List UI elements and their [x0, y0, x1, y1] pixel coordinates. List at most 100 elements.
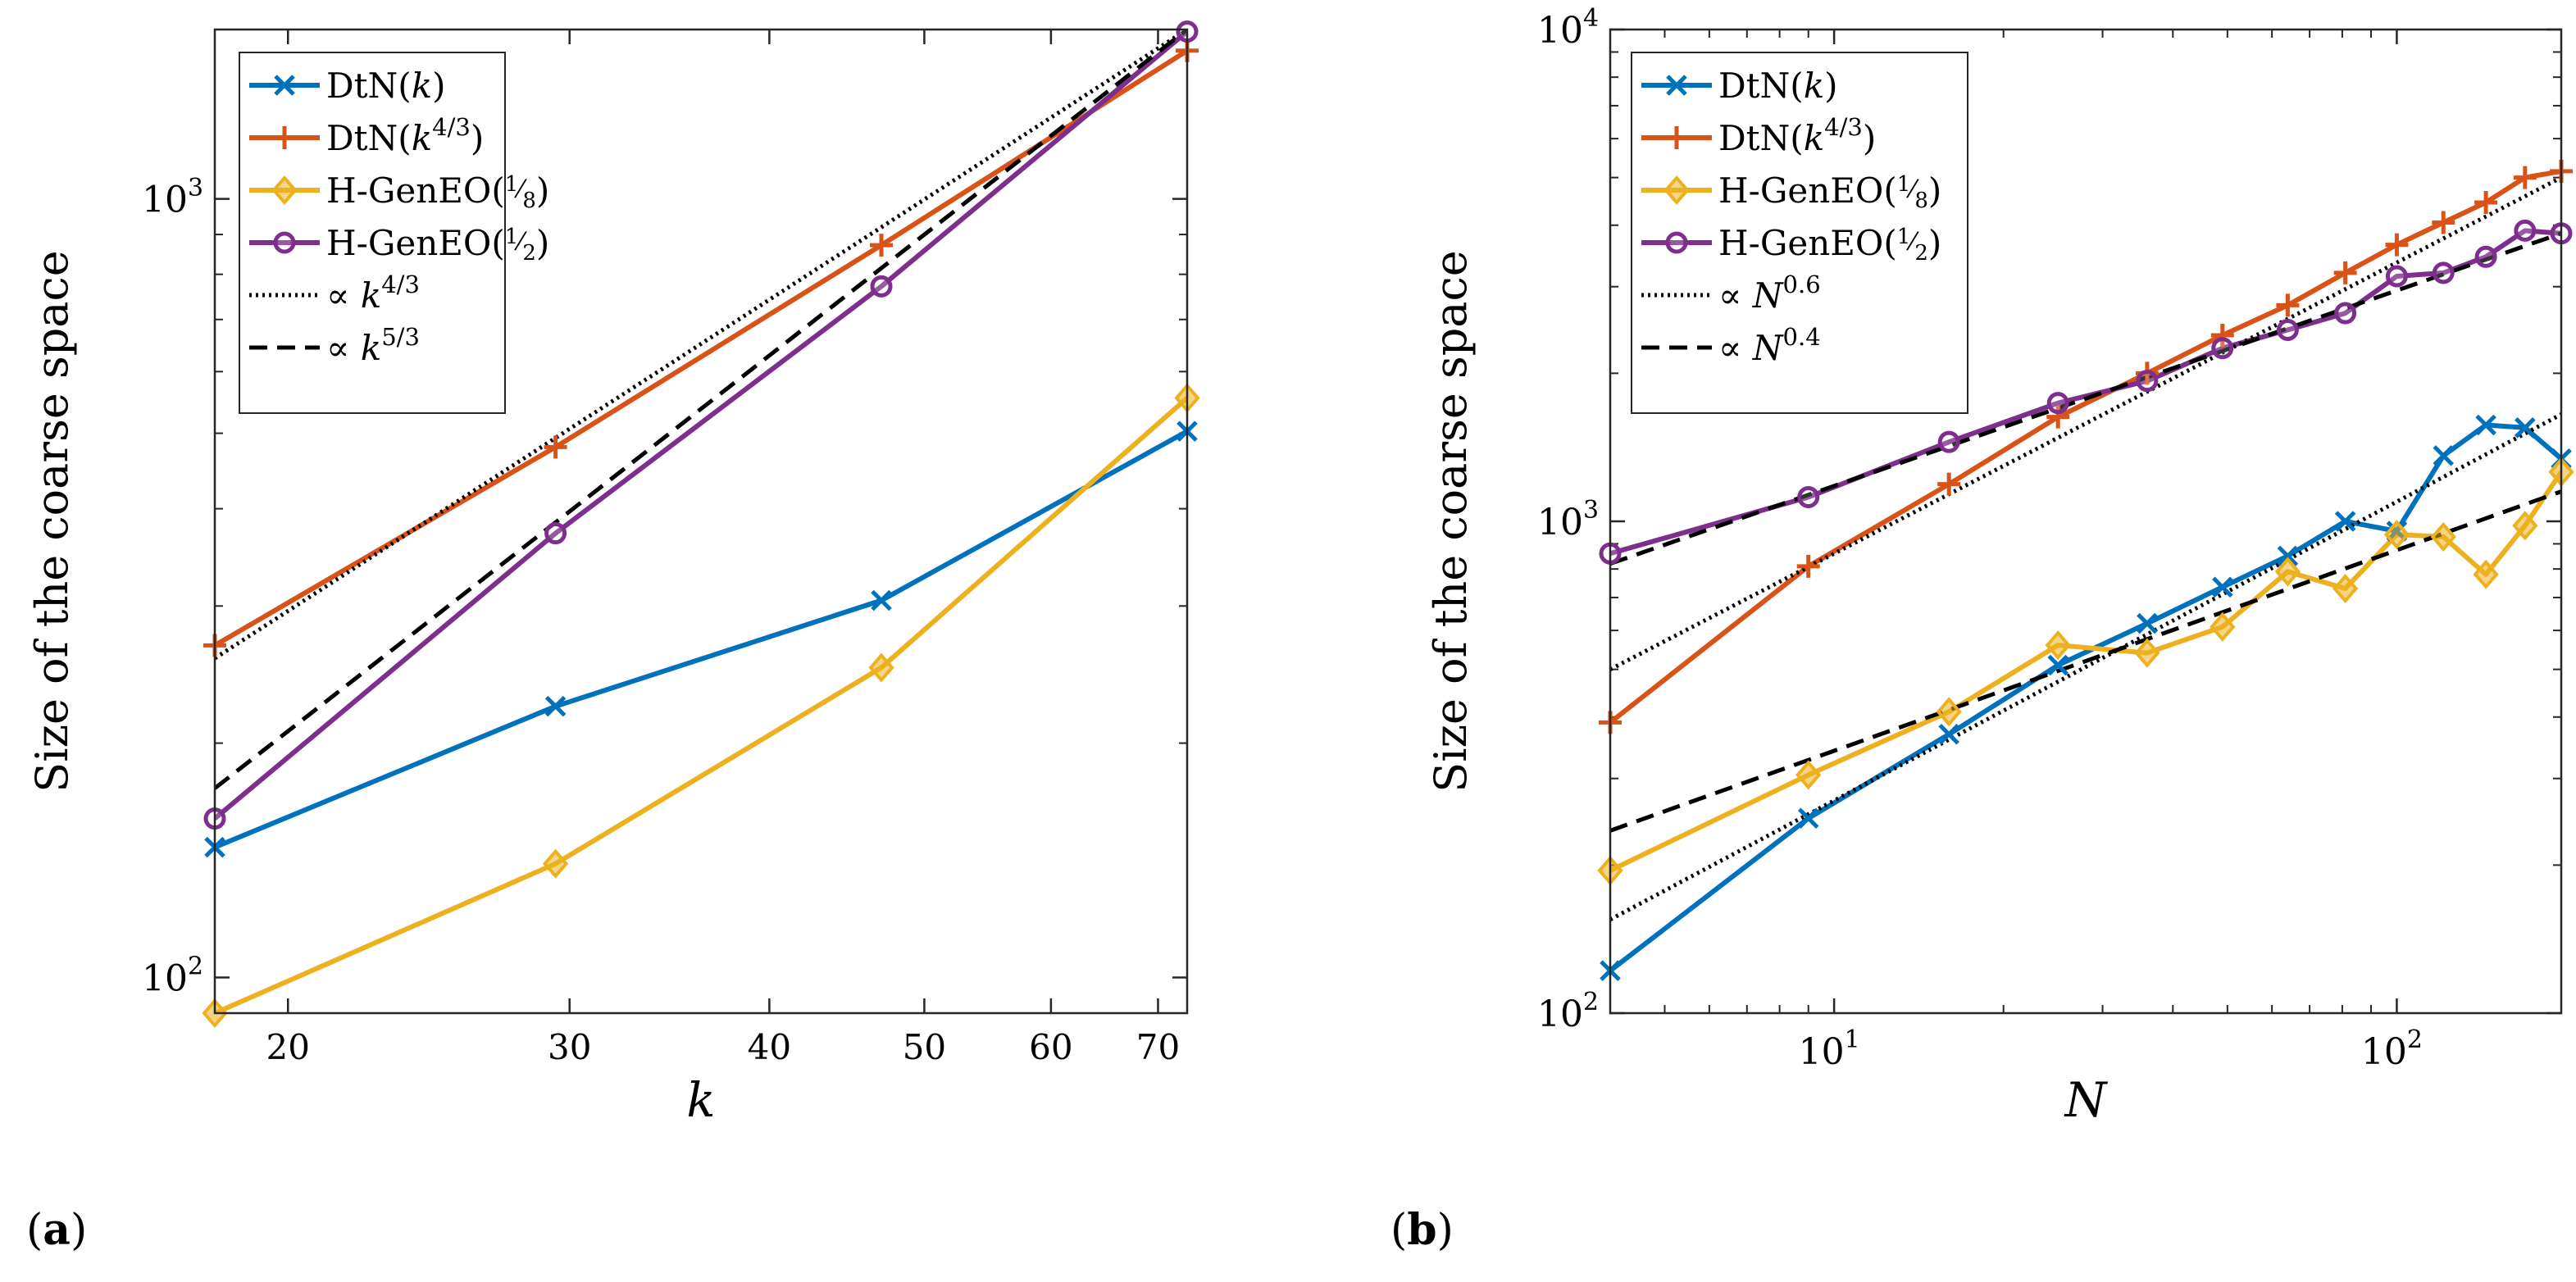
data-point — [870, 275, 893, 298]
x-tick-label: 30 — [548, 1027, 591, 1067]
data-point — [2432, 261, 2455, 284]
data-point — [2276, 293, 2300, 317]
panel-label-a: (a) — [26, 1205, 87, 1255]
data-point — [2210, 323, 2234, 347]
x-tick-label: 101 — [1799, 1025, 1860, 1073]
data-point — [2512, 511, 2538, 541]
y-tick-label: 104 — [1537, 4, 1599, 52]
legend-marker — [1666, 75, 1687, 96]
data-point — [2515, 417, 2536, 439]
data-point — [2334, 511, 2356, 532]
axes-box — [213, 28, 1189, 1015]
data-point — [2385, 233, 2409, 257]
legend-label: ∝ N0.6​ — [1718, 270, 1821, 316]
plot-area — [215, 30, 1187, 1013]
y-axis-label: Size of the coarse space — [1425, 250, 1477, 792]
legend-box — [1631, 52, 1968, 414]
series-line — [1610, 489, 2561, 833]
legend-marker — [273, 231, 296, 254]
y-axis-label: Size of the coarse space — [26, 250, 78, 792]
data-point — [2475, 414, 2496, 436]
data-point — [870, 234, 894, 257]
series-line — [1610, 231, 2561, 566]
data-point — [868, 652, 894, 683]
x-tick-label: 102 — [2361, 1025, 2423, 1073]
legend-marker — [274, 75, 295, 96]
panel-label-b: (b) — [1390, 1205, 1454, 1255]
x-tick-label: 50 — [903, 1027, 946, 1067]
data-point — [542, 848, 569, 879]
data-point — [544, 522, 567, 545]
data-point — [2513, 166, 2537, 189]
legend-marker — [1665, 126, 1688, 149]
legend-marker — [1665, 231, 1688, 254]
data-point — [2210, 611, 2236, 642]
data-point — [2514, 219, 2537, 242]
data-point — [2474, 245, 2497, 268]
data-point — [1937, 472, 1961, 496]
series-line — [215, 396, 1187, 1013]
legend-label: H-GenEO(1⁄8​) — [1718, 170, 1941, 213]
x-tick-label: 60 — [1029, 1027, 1072, 1067]
legend-label: H-GenEO(1⁄8​) — [326, 170, 549, 213]
data-point — [2433, 445, 2455, 466]
legend-marker — [271, 175, 298, 206]
data-point — [2137, 612, 2158, 634]
data-point — [1797, 807, 1819, 830]
data-point — [2277, 545, 2299, 567]
y-tick-label: 102 — [142, 952, 203, 1000]
legend-marker — [1663, 175, 1690, 206]
data-point — [2274, 557, 2301, 587]
legend-label: DtN(k4/3​) — [326, 113, 484, 158]
data-point — [2474, 190, 2498, 214]
data-point — [2430, 521, 2456, 552]
axes-box — [1609, 28, 2563, 1015]
data-point — [544, 695, 567, 717]
data-point — [1937, 430, 1960, 453]
y-tick-label: 102 — [1537, 988, 1599, 1035]
data-point — [2045, 630, 2071, 661]
major-ticks — [215, 30, 1187, 1013]
data-point — [2047, 654, 2069, 676]
legend-label: DtN(k) — [1718, 66, 1838, 106]
chart-panel-a: 102 103 20 30 40 50 60 70 k Size of the coarse sp… — [26, 20, 1200, 1128]
legend-label: DtN(k) — [326, 66, 446, 106]
data-point — [1797, 485, 1820, 508]
data-point — [2212, 576, 2233, 598]
data-point — [1796, 554, 1820, 578]
series-line — [215, 30, 1187, 790]
series-line — [1610, 175, 2561, 671]
data-point — [2046, 392, 2069, 415]
legend: DtN(k)DtN(k4/3​)H-GenEO(1⁄8​)H-GenEO(1⁄2… — [239, 52, 549, 414]
data-point — [2473, 559, 2499, 589]
data-point — [1938, 724, 1959, 745]
data-point — [2136, 370, 2159, 393]
legend-label: ∝ k5/3​ — [326, 323, 420, 368]
legend-label: ∝ N0.4​ — [1718, 323, 1821, 368]
legend: DtN(k) DtN(k4/3​) H-GenEO(1⁄8​) H-GenEO(1⁄2… — [1631, 52, 1968, 414]
legend-label: ∝ k4/3​ — [326, 270, 420, 316]
y-tick-label: 103 — [1537, 496, 1599, 543]
data-point — [2334, 302, 2357, 325]
data-point — [2276, 319, 2299, 342]
series-line — [1610, 228, 2561, 557]
x-axis-label: N — [2064, 1072, 2109, 1128]
series-line — [215, 429, 1187, 850]
x-tick-label: 70 — [1136, 1027, 1180, 1067]
y-tick-label: 103 — [142, 174, 203, 221]
data-point — [2385, 265, 2408, 288]
chart-panel-b: 102 103 104 101 102 N Size of the coarse space… — [1425, 4, 2574, 1128]
legend-marker — [273, 126, 296, 149]
legend-label: H-GenEO(1⁄2​) — [1718, 223, 1941, 266]
data-point — [1795, 760, 1822, 790]
data-point — [2134, 638, 2160, 668]
legend-label: DtN(k4/3​) — [1718, 113, 1876, 158]
data-point — [2432, 211, 2455, 234]
data-point — [1936, 697, 1962, 727]
data-point — [544, 435, 567, 459]
series-line — [215, 30, 1187, 661]
series-line — [215, 30, 1187, 821]
data-point — [2333, 261, 2357, 284]
series-line — [1610, 412, 2561, 922]
